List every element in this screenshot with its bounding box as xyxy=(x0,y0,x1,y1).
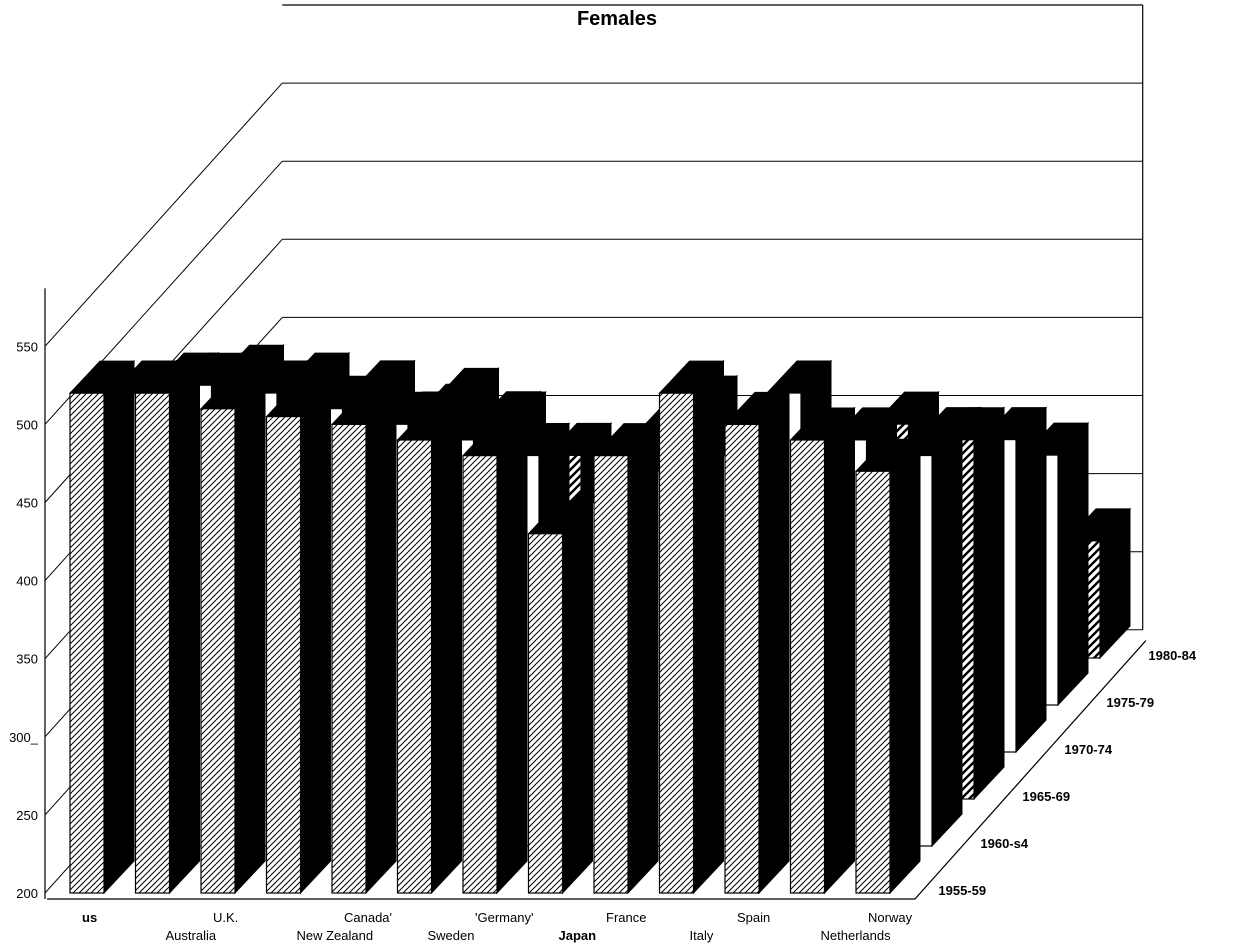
category-label: Netherlands xyxy=(821,928,892,943)
bar-front xyxy=(265,415,302,894)
bar-side xyxy=(889,437,921,895)
bar-side xyxy=(627,422,659,895)
chart-title: Females xyxy=(577,8,657,30)
category-label: Spain xyxy=(737,910,770,925)
period-label: 1955-59 xyxy=(938,883,986,898)
bar xyxy=(592,422,660,895)
y-tick-label: 250 xyxy=(16,808,38,823)
bar xyxy=(199,375,267,895)
y-tick-label: 300_ xyxy=(9,730,39,745)
bar-front xyxy=(200,408,236,894)
bar-front xyxy=(658,392,695,894)
bar-front xyxy=(855,470,891,894)
category-label: 'Germany' xyxy=(475,910,533,925)
floor-edge xyxy=(47,640,1147,900)
bar xyxy=(68,359,136,895)
category-label: Sweden xyxy=(428,928,475,943)
bar-front xyxy=(462,455,498,894)
bar-side xyxy=(758,391,790,895)
category-label: France xyxy=(606,910,646,925)
category-label: U.K. xyxy=(213,910,238,925)
bar-side xyxy=(169,359,200,895)
bar-side xyxy=(693,359,724,895)
y-tick-label: 350 xyxy=(16,652,38,667)
bar xyxy=(134,359,201,895)
bar-front xyxy=(724,423,760,894)
grid-line-left xyxy=(44,82,283,347)
bar-front xyxy=(527,533,564,894)
bars xyxy=(68,343,1132,895)
bar-front xyxy=(331,423,367,894)
axes xyxy=(44,4,1147,900)
bar-side xyxy=(234,375,266,895)
bar-side xyxy=(496,422,528,895)
period-label: 1980-84 xyxy=(1148,648,1196,663)
bar-side xyxy=(300,383,331,895)
y-tick-label: 450 xyxy=(16,496,38,511)
bar xyxy=(723,391,791,895)
bar xyxy=(789,406,856,895)
bar-side xyxy=(973,406,1005,801)
category-label: Italy xyxy=(690,928,714,943)
y-tick-label: 400 xyxy=(16,574,38,589)
period-label: 1965-69 xyxy=(1022,789,1070,804)
category-label: Norway xyxy=(868,910,913,925)
bar-side xyxy=(1057,421,1089,707)
bar-front xyxy=(396,439,433,894)
bar xyxy=(265,383,332,895)
category-label: Canada' xyxy=(344,910,392,925)
category-label: New Zealand xyxy=(297,928,374,943)
bar-side xyxy=(931,422,963,848)
bar-side xyxy=(365,391,397,895)
bar-front xyxy=(789,439,826,894)
period-label: 1970-74 xyxy=(1064,742,1112,757)
y-tick-label: 500 xyxy=(16,417,38,432)
bar-side xyxy=(103,359,135,895)
y-tick-label: 200 xyxy=(16,886,38,901)
bar-front xyxy=(593,455,629,894)
bar xyxy=(330,391,398,895)
labels: 550 500 450 400 350 300_ 250 200 us Australia U.K.… xyxy=(9,339,1197,943)
bar-side xyxy=(431,406,462,895)
bar xyxy=(854,437,922,895)
bar-front xyxy=(134,392,171,894)
bar xyxy=(461,422,529,895)
bar xyxy=(527,500,594,895)
y-tick-label: 550 xyxy=(16,339,38,354)
bar-front xyxy=(69,392,105,894)
bar-side xyxy=(824,406,855,895)
bar-side xyxy=(1015,406,1047,754)
period-label: 1975-79 xyxy=(1106,695,1154,710)
period-label: 1960-s4 xyxy=(980,836,1028,851)
category-label: Australia xyxy=(166,928,217,943)
category-label: Japan xyxy=(559,928,597,943)
category-label: us xyxy=(82,910,97,925)
bar xyxy=(658,359,725,895)
bar xyxy=(396,406,463,895)
bar-side xyxy=(562,500,593,895)
